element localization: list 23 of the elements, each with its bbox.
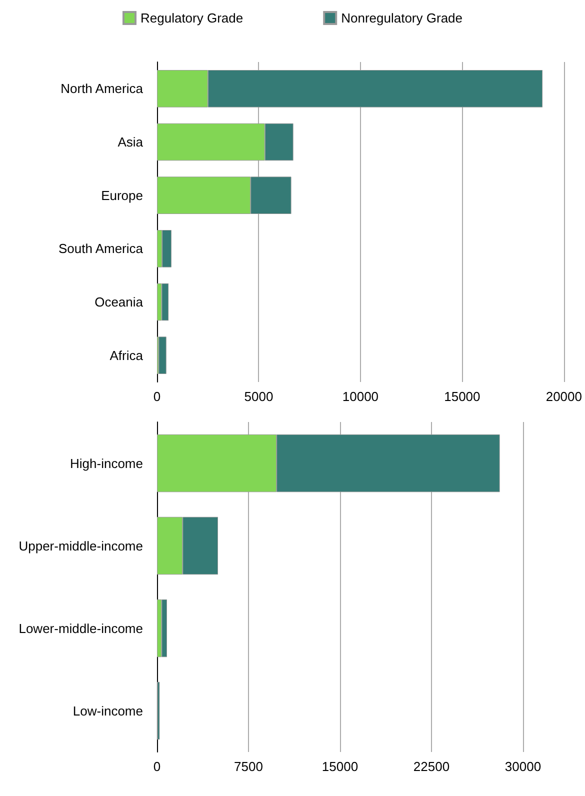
x-tick-label: 10000 (342, 389, 379, 404)
y-tick-label: Africa (110, 348, 144, 363)
y-tick-label: Lower-middle-income (18, 620, 143, 636)
x-tick-label: 0 (153, 759, 161, 774)
x-tick-label: 7500 (234, 759, 263, 774)
y-tick-label: High-income (70, 456, 143, 471)
x-tick-label: 20000 (546, 389, 582, 404)
legend-label: Regulatory Grade (140, 10, 244, 26)
x-tick-label: 0 (153, 389, 161, 404)
y-tick-label: South America (58, 241, 144, 256)
y-tick-label: Asia (118, 134, 144, 150)
legend-label: Nonregulatory Grade (341, 10, 463, 26)
y-tick-label: Upper-middle-income (18, 538, 143, 554)
x-tick-label: 5000 (244, 389, 274, 404)
y-tick-label: Europe (101, 188, 143, 203)
y-tick-label: Low-income (72, 703, 143, 718)
x-tick-label: 30000 (504, 759, 542, 774)
x-tick-label: 15000 (322, 759, 358, 774)
x-tick-label: 15000 (444, 389, 480, 404)
y-tick-label: North America (60, 81, 144, 96)
x-tick-label: 22500 (413, 759, 450, 774)
bar (158, 336, 166, 374)
y-tick-label: Oceania (94, 294, 144, 310)
